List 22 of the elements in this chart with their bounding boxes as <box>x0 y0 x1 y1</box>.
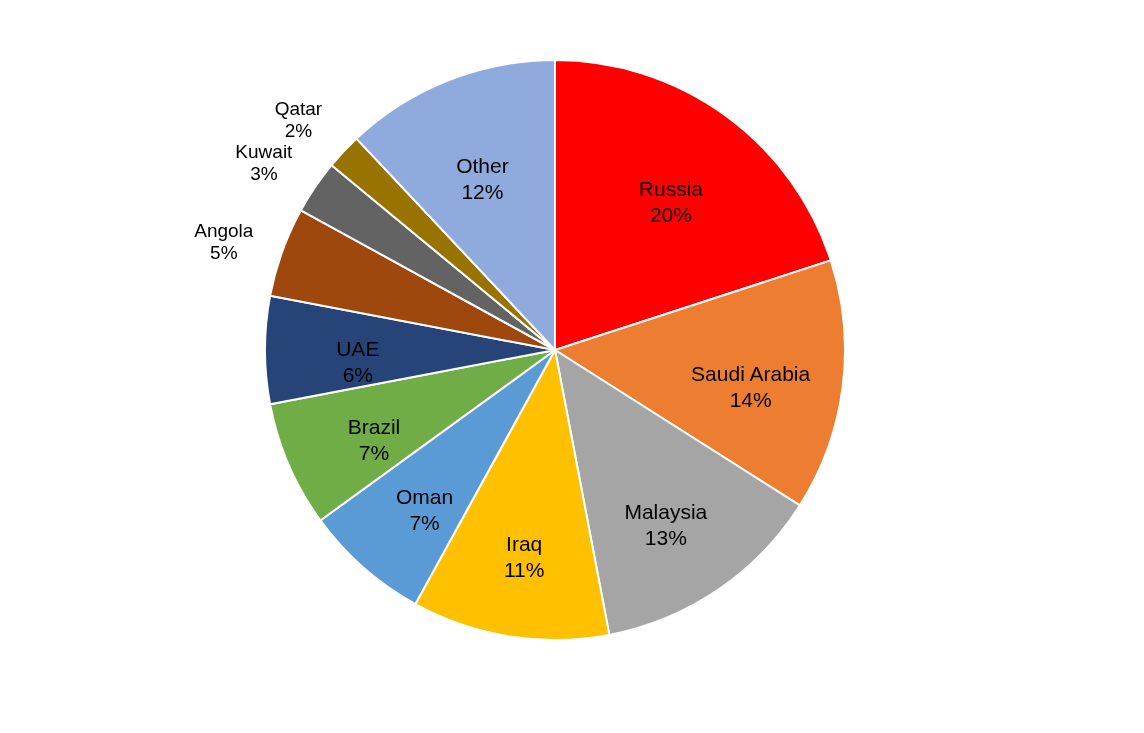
data-label: 2% <box>284 120 313 142</box>
data-label: 11% <box>503 557 545 581</box>
slice-label: Other <box>456 153 509 177</box>
data-label: 14% <box>729 387 772 411</box>
slice-label: Iraq <box>506 531 543 555</box>
data-label: 5% <box>210 241 238 263</box>
data-label: 7% <box>358 441 390 465</box>
data-label: 20% <box>649 203 692 227</box>
slice-label: Oman <box>396 484 454 508</box>
data-label: 12% <box>461 179 504 203</box>
slice-label: Kuwait <box>235 141 294 163</box>
slice-label: UAE <box>336 337 380 360</box>
data-label: 7% <box>409 510 440 534</box>
data-label: 6% <box>342 363 373 386</box>
data-label: 3% <box>250 163 278 185</box>
slice-label: Angola <box>194 219 254 241</box>
data-label: 13% <box>644 526 687 550</box>
slice-label: Malaysia <box>624 500 708 524</box>
slice-label: Saudi Arabia <box>691 361 811 385</box>
slice-label: Russia <box>638 177 704 201</box>
slice-label: Brazil <box>347 415 401 439</box>
slice-label: Qatar <box>274 98 323 120</box>
